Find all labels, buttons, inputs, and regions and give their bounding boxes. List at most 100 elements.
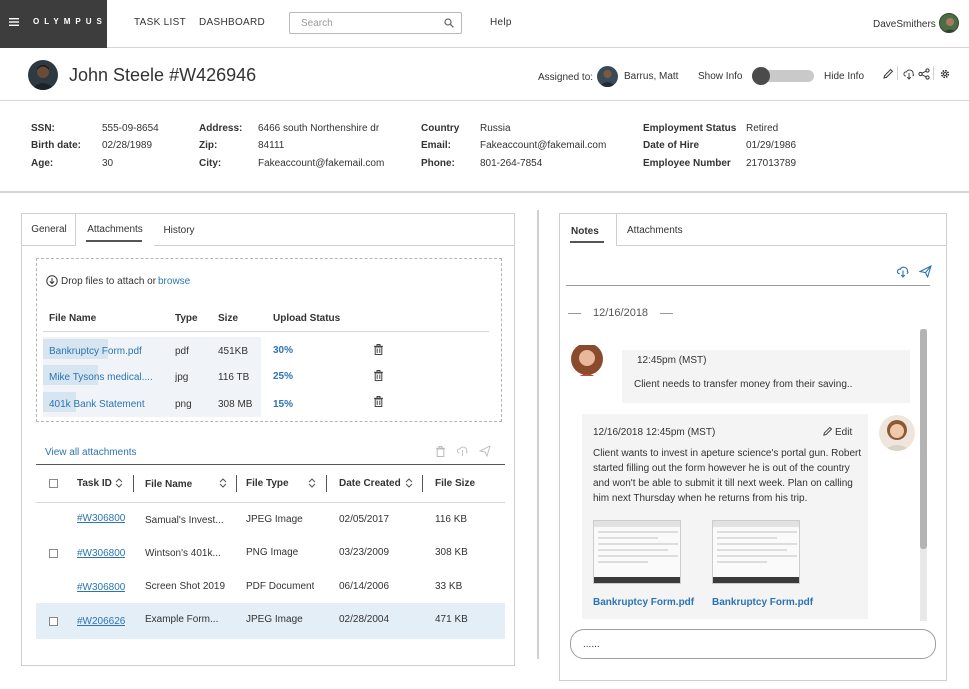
tab-general[interactable]: General bbox=[22, 214, 76, 246]
info-value: 217013789 bbox=[746, 158, 797, 169]
trash-icon[interactable] bbox=[373, 396, 384, 407]
tab-history[interactable]: History bbox=[154, 214, 204, 246]
info-label: Email: bbox=[421, 140, 452, 151]
attachment-thumbnail[interactable] bbox=[593, 520, 681, 584]
date-divider-line bbox=[568, 313, 581, 314]
edit-link[interactable]: Edit bbox=[835, 427, 853, 438]
upload-percentage: 15% bbox=[273, 399, 294, 410]
column-separator bbox=[422, 475, 423, 492]
note-line: started filling out the form however he … bbox=[593, 463, 850, 474]
attachment-thumbnail[interactable] bbox=[712, 520, 800, 584]
download-cloud-icon[interactable] bbox=[456, 445, 469, 457]
info-value: 555-09-8654 bbox=[102, 123, 159, 134]
trash-icon[interactable] bbox=[373, 370, 384, 381]
attachment-link[interactable]: Bankruptcy Form.pdf bbox=[593, 597, 695, 608]
user-avatar[interactable] bbox=[939, 13, 959, 33]
task-id-link[interactable]: #W306800 bbox=[77, 513, 126, 524]
nav-link-dashboard[interactable]: DASHBOARD bbox=[199, 17, 266, 28]
table-header-rule bbox=[36, 502, 505, 503]
note-body: Client wants to invest in apeture scienc… bbox=[593, 446, 865, 506]
settings-gear-icon[interactable] bbox=[939, 68, 951, 80]
column-separator bbox=[326, 475, 327, 492]
trash-icon[interactable] bbox=[373, 344, 384, 355]
column-header-date-created[interactable]: Date Created bbox=[339, 478, 401, 489]
column-header-file-size[interactable]: File Size bbox=[435, 478, 476, 489]
user-name[interactable]: DaveSmithers bbox=[873, 19, 936, 30]
view-all-attachments-link[interactable]: View all attachments bbox=[45, 447, 137, 458]
info-label: Age: bbox=[31, 158, 54, 169]
attachment-link[interactable]: Bankruptcy Form.pdf bbox=[712, 597, 814, 608]
edit-pencil-icon[interactable] bbox=[822, 426, 833, 437]
upload-progress-fill bbox=[43, 392, 76, 412]
row-checkbox[interactable] bbox=[49, 617, 58, 626]
select-all-checkbox[interactable] bbox=[49, 479, 58, 488]
show-info-label[interactable]: Show Info bbox=[698, 71, 743, 82]
scrollbar-thumb[interactable] bbox=[920, 329, 927, 549]
download-cloud-icon[interactable] bbox=[896, 265, 910, 278]
search-icon[interactable] bbox=[444, 18, 454, 28]
assignee-avatar[interactable] bbox=[597, 66, 618, 87]
tab-notes[interactable]: Notes bbox=[560, 214, 616, 246]
info-divider bbox=[0, 191, 969, 193]
search-input[interactable] bbox=[289, 12, 462, 34]
row-file-size: 33 KB bbox=[435, 581, 463, 592]
task-id-link[interactable]: #W206626 bbox=[77, 616, 126, 627]
share-icon[interactable] bbox=[918, 68, 930, 80]
tab-label: Attachments bbox=[87, 224, 143, 235]
info-label: Country bbox=[421, 123, 460, 134]
upload-file-name[interactable]: Bankruptcy Form.pdf bbox=[49, 346, 142, 357]
sort-icon[interactable] bbox=[115, 478, 123, 488]
browse-link[interactable]: browse bbox=[158, 276, 191, 287]
toggle-knob[interactable] bbox=[752, 67, 770, 85]
info-value: Fakeaccount@fakemail.com bbox=[480, 140, 607, 151]
send-icon[interactable] bbox=[479, 445, 491, 457]
note-input[interactable] bbox=[570, 629, 936, 659]
row-file-size: 116 KB bbox=[435, 514, 468, 525]
row-file-name: Example Form... bbox=[145, 614, 219, 625]
edit-pencil-icon[interactable] bbox=[882, 68, 894, 80]
trash-icon[interactable] bbox=[435, 446, 446, 457]
upload-file-name[interactable]: Mike Tysons medical.... bbox=[49, 372, 153, 383]
info-value: Retired bbox=[746, 123, 779, 134]
task-id-link[interactable]: #W306800 bbox=[77, 548, 126, 559]
column-header-file-type[interactable]: File Type bbox=[246, 478, 289, 489]
hamburger-menu-icon[interactable] bbox=[9, 17, 19, 27]
tab-attachments[interactable]: Attachments bbox=[627, 225, 683, 236]
send-icon[interactable] bbox=[919, 265, 932, 278]
column-header-file-name[interactable]: File Name bbox=[145, 479, 193, 490]
help-link[interactable]: Help bbox=[490, 17, 512, 28]
tab-bar-border bbox=[22, 245, 514, 246]
upload-file-type: png bbox=[175, 399, 192, 410]
column-separator bbox=[236, 475, 237, 492]
row-checkbox[interactable] bbox=[49, 549, 58, 558]
table-row-selected[interactable] bbox=[36, 603, 505, 639]
app-logo[interactable]: OLYMPUS bbox=[33, 17, 107, 26]
task-id-link[interactable]: #W306800 bbox=[77, 582, 126, 593]
row-date-created: 02/28/2004 bbox=[339, 614, 390, 625]
file-drop-zone[interactable]: Drop files to attach or browse File Name… bbox=[36, 258, 502, 422]
row-file-name: Wintson's 401k... bbox=[145, 548, 221, 559]
sort-icon[interactable] bbox=[219, 478, 227, 488]
upload-percentage: 25% bbox=[273, 371, 294, 382]
upload-file-name[interactable]: 401k Bank Statement bbox=[49, 399, 145, 410]
info-value: 30 bbox=[102, 158, 114, 169]
row-date-created: 03/23/2009 bbox=[339, 547, 390, 558]
column-header-upload-status: Upload Status bbox=[273, 313, 341, 324]
column-header-size: Size bbox=[218, 313, 239, 324]
assignee-name[interactable]: Barrus, Matt bbox=[624, 71, 679, 82]
sort-icon[interactable] bbox=[308, 478, 316, 488]
upload-progress-fill bbox=[43, 365, 98, 385]
top-navigation: OLYMPUS TASK LIST DASHBOARD Help DaveSmi… bbox=[0, 0, 969, 48]
attachments-panel: General Attachments History Drop files t… bbox=[21, 213, 515, 666]
column-header-task-id[interactable]: Task ID bbox=[77, 478, 112, 489]
panel-divider[interactable] bbox=[537, 210, 539, 659]
info-toggle-slider[interactable] bbox=[752, 67, 814, 85]
nav-link-task-list[interactable]: TASK LIST bbox=[134, 17, 186, 28]
row-file-type: JPEG Image bbox=[246, 514, 303, 525]
download-cloud-icon[interactable] bbox=[903, 68, 915, 80]
sort-icon[interactable] bbox=[405, 478, 413, 488]
row-file-name: Samual's Invest... bbox=[145, 515, 224, 526]
hide-info-label[interactable]: Hide Info bbox=[824, 71, 865, 82]
note-text: Client needs to transfer money from thei… bbox=[634, 379, 853, 390]
info-label: SSN: bbox=[31, 123, 55, 134]
